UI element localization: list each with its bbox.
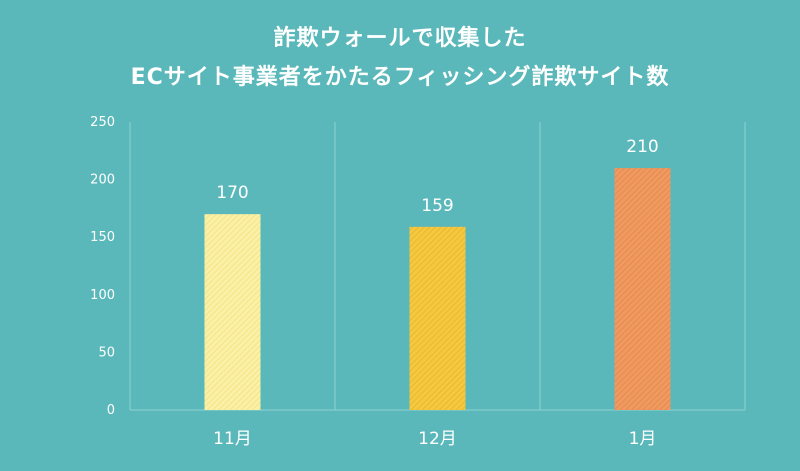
bar bbox=[204, 214, 261, 410]
x-tick-label: 1月 bbox=[629, 429, 657, 449]
chart-title-line-1: 詐欺ウォールで収集した bbox=[273, 26, 527, 51]
y-axis: 0 50 100 150 200 250 bbox=[90, 115, 115, 418]
data-labels: 170 159 210 bbox=[216, 137, 658, 216]
y-tick-label: 0 bbox=[107, 403, 115, 418]
y-tick-label: 250 bbox=[90, 115, 115, 130]
chart-title-line-2: ECサイト事業者をかたるフィッシング詐欺サイト数 bbox=[130, 65, 670, 90]
bar bbox=[409, 226, 466, 410]
y-tick-label: 50 bbox=[98, 345, 115, 360]
y-tick-label: 200 bbox=[90, 173, 115, 188]
x-axis: 11月 12月 1月 bbox=[213, 429, 656, 449]
y-tick-label: 150 bbox=[90, 230, 115, 245]
data-label: 210 bbox=[626, 137, 658, 157]
x-tick-label: 11月 bbox=[213, 429, 252, 449]
bar bbox=[614, 168, 671, 410]
y-tick-label: 100 bbox=[90, 288, 115, 303]
data-label: 159 bbox=[421, 196, 453, 216]
data-label: 170 bbox=[216, 183, 248, 203]
bars bbox=[204, 168, 671, 410]
x-tick-label: 12月 bbox=[418, 429, 457, 449]
